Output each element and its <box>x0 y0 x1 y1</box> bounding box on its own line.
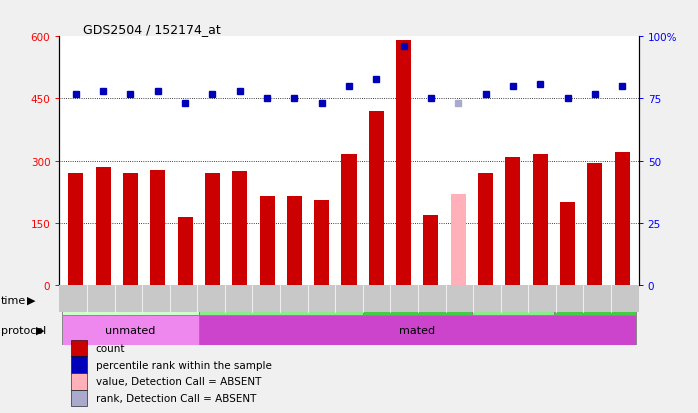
Bar <box>554 285 636 315</box>
Text: unmated: unmated <box>105 325 156 335</box>
Bar <box>199 315 636 345</box>
Bar <box>232 172 247 285</box>
Bar <box>472 285 554 315</box>
Bar <box>123 174 138 285</box>
Bar <box>71 373 87 390</box>
Bar <box>68 174 83 285</box>
Text: protocol: protocol <box>1 325 46 335</box>
Bar <box>71 390 87 406</box>
Bar <box>588 164 602 285</box>
Bar <box>96 168 110 285</box>
Bar <box>62 285 199 315</box>
Text: rank, Detection Call = ABSENT: rank, Detection Call = ABSENT <box>96 393 256 403</box>
Text: value, Detection Call = ABSENT: value, Detection Call = ABSENT <box>96 376 261 387</box>
Bar <box>150 171 165 285</box>
Bar <box>287 197 302 285</box>
Text: 24 h: 24 h <box>583 295 607 305</box>
Bar <box>260 197 274 285</box>
Bar <box>560 203 575 285</box>
Bar <box>71 340 87 356</box>
Bar <box>62 315 199 345</box>
Text: 6 h: 6 h <box>504 295 522 305</box>
Bar <box>199 285 363 315</box>
Bar <box>505 157 521 285</box>
Bar <box>314 201 329 285</box>
Bar <box>363 285 472 315</box>
Text: 3 h: 3 h <box>408 295 426 305</box>
Text: count: count <box>96 343 126 353</box>
Text: ▶: ▶ <box>36 325 45 335</box>
Text: control: control <box>111 295 149 305</box>
Text: ▶: ▶ <box>27 295 35 305</box>
Bar <box>71 356 87 373</box>
Bar <box>369 112 384 285</box>
Text: 0 h: 0 h <box>272 295 290 305</box>
Bar <box>205 174 220 285</box>
Text: mated: mated <box>399 325 436 335</box>
Bar <box>533 155 548 285</box>
Bar <box>177 217 193 285</box>
Bar <box>341 155 357 285</box>
Bar <box>424 215 438 285</box>
Bar <box>396 41 411 285</box>
Text: time: time <box>1 295 26 305</box>
Bar <box>478 174 493 285</box>
Text: percentile rank within the sample: percentile rank within the sample <box>96 360 272 370</box>
Text: GDS2504 / 152174_at: GDS2504 / 152174_at <box>82 23 221 36</box>
Bar <box>451 195 466 285</box>
Bar <box>615 153 630 285</box>
